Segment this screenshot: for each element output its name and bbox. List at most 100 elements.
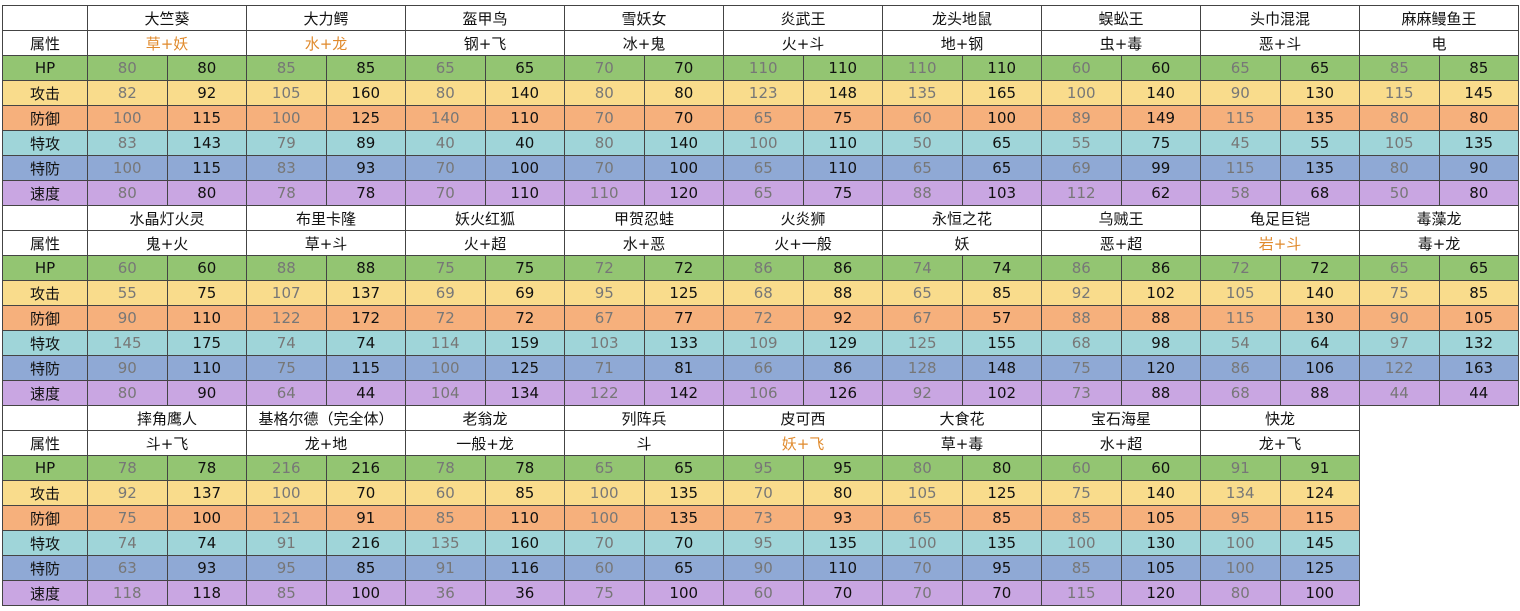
new-stat: 100 xyxy=(643,155,724,181)
old-stat: 110 xyxy=(723,55,804,81)
pokemon-type: 斗 xyxy=(564,430,724,456)
old-stat: 128 xyxy=(882,355,963,381)
old-stat: 71 xyxy=(564,355,645,381)
new-stat: 78 xyxy=(166,455,247,481)
pokemon-name: 龙头地鼠 xyxy=(882,5,1042,31)
row-label: 防御 xyxy=(2,505,88,531)
new-stat: 140 xyxy=(1120,80,1201,106)
new-stat: 88 xyxy=(325,255,406,281)
old-stat: 74 xyxy=(87,530,168,556)
old-stat: 122 xyxy=(1359,355,1440,381)
new-stat: 135 xyxy=(802,530,883,556)
old-stat: 95 xyxy=(723,455,804,481)
old-stat: 65 xyxy=(723,105,804,131)
new-stat: 65 xyxy=(961,130,1042,156)
old-stat: 66 xyxy=(723,355,804,381)
new-stat: 80 xyxy=(166,55,247,81)
new-stat: 75 xyxy=(166,280,247,306)
new-stat: 134 xyxy=(484,380,565,406)
pokemon-type: 妖+飞 xyxy=(723,430,883,456)
old-stat: 110 xyxy=(882,55,963,81)
old-stat: 75 xyxy=(1359,280,1440,306)
old-stat: 85 xyxy=(1041,555,1122,581)
new-stat: 110 xyxy=(166,355,247,381)
pokemon-type: 草+毒 xyxy=(882,430,1042,456)
pokemon-name: 火炎狮 xyxy=(723,205,883,231)
new-stat: 91 xyxy=(1279,455,1360,481)
pokemon-name: 基格尔德（完全体） xyxy=(246,405,406,431)
new-stat: 148 xyxy=(961,355,1042,381)
old-stat: 85 xyxy=(1041,505,1122,531)
new-stat: 44 xyxy=(1438,380,1519,406)
pokemon-name: 水晶灯火灵 xyxy=(87,205,247,231)
new-stat: 92 xyxy=(166,80,247,106)
new-stat: 44 xyxy=(325,380,406,406)
old-stat: 73 xyxy=(1041,380,1122,406)
row-label: 特防 xyxy=(2,155,88,181)
new-stat: 155 xyxy=(961,330,1042,356)
new-stat: 135 xyxy=(1279,105,1360,131)
old-stat: 106 xyxy=(723,380,804,406)
old-stat: 95 xyxy=(1200,505,1281,531)
new-stat: 80 xyxy=(961,455,1042,481)
old-stat: 88 xyxy=(246,255,327,281)
old-stat: 55 xyxy=(1041,130,1122,156)
new-stat: 93 xyxy=(166,555,247,581)
old-stat: 216 xyxy=(246,455,327,481)
pokemon-name: 列阵兵 xyxy=(564,405,724,431)
new-stat: 93 xyxy=(325,155,406,181)
old-stat: 100 xyxy=(1200,530,1281,556)
old-stat: 54 xyxy=(1200,330,1281,356)
new-stat: 36 xyxy=(484,580,565,606)
new-stat: 137 xyxy=(166,480,247,506)
old-stat: 65 xyxy=(882,280,963,306)
pokemon-name: 大食花 xyxy=(882,405,1042,431)
old-stat: 100 xyxy=(564,480,645,506)
pokemon-name: 甲贺忍蛙 xyxy=(564,205,724,231)
new-stat: 89 xyxy=(325,130,406,156)
new-stat: 75 xyxy=(1120,130,1201,156)
new-stat: 85 xyxy=(1438,55,1519,81)
row-label: 攻击 xyxy=(2,80,88,106)
new-stat: 110 xyxy=(802,55,883,81)
new-stat: 135 xyxy=(1438,130,1519,156)
new-stat: 110 xyxy=(802,130,883,156)
old-stat: 82 xyxy=(87,80,168,106)
pokemon-type: 毒+龙 xyxy=(1359,230,1519,256)
old-stat: 80 xyxy=(882,455,963,481)
old-stat: 89 xyxy=(1041,105,1122,131)
new-stat: 116 xyxy=(484,555,565,581)
new-stat: 100 xyxy=(643,580,724,606)
pokemon-type: 火+超 xyxy=(405,230,565,256)
new-stat: 148 xyxy=(802,80,883,106)
row-label: 特攻 xyxy=(2,130,88,156)
old-stat: 69 xyxy=(405,280,486,306)
pokemon-type: 斗+飞 xyxy=(87,430,247,456)
old-stat: 72 xyxy=(723,305,804,331)
pokemon-type: 妖 xyxy=(882,230,1042,256)
pokemon-type: 火+斗 xyxy=(723,30,883,56)
pokemon-name: 皮可西 xyxy=(723,405,883,431)
pokemon-type: 水+恶 xyxy=(564,230,724,256)
pokemon-type: 虫+毒 xyxy=(1041,30,1201,56)
old-stat: 100 xyxy=(1041,80,1122,106)
old-stat: 88 xyxy=(1041,305,1122,331)
new-stat: 75 xyxy=(802,105,883,131)
old-stat: 72 xyxy=(564,255,645,281)
old-stat: 60 xyxy=(87,255,168,281)
new-stat: 100 xyxy=(961,105,1042,131)
old-stat: 105 xyxy=(246,80,327,106)
old-stat: 90 xyxy=(723,555,804,581)
new-stat: 95 xyxy=(961,555,1042,581)
old-stat: 78 xyxy=(405,455,486,481)
new-stat: 64 xyxy=(1279,330,1360,356)
old-stat: 100 xyxy=(564,505,645,531)
new-stat: 130 xyxy=(1279,80,1360,106)
old-stat: 55 xyxy=(87,280,168,306)
new-stat: 86 xyxy=(802,355,883,381)
old-stat: 80 xyxy=(405,80,486,106)
old-stat: 118 xyxy=(87,580,168,606)
old-stat: 75 xyxy=(564,580,645,606)
old-stat: 85 xyxy=(405,505,486,531)
